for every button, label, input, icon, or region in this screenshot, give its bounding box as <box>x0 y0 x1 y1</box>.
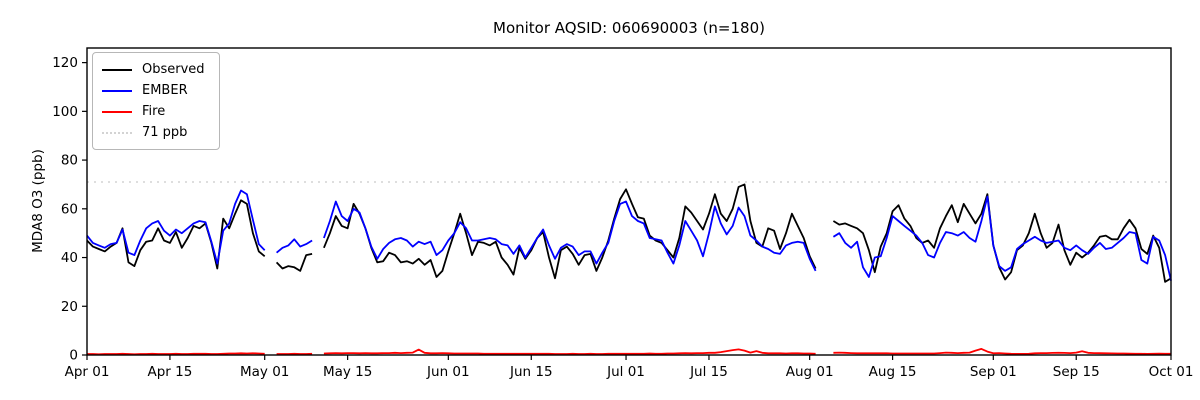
x-tick-label: Sep 15 <box>1053 364 1100 380</box>
legend: Observed EMBER Fire 71 ppb <box>92 52 220 150</box>
x-tick-label: May 15 <box>323 364 372 380</box>
x-tick-label: Aug 15 <box>869 364 917 380</box>
y-tick-label: 100 <box>52 104 78 120</box>
y-tick-label: 60 <box>61 201 78 217</box>
y-tick-label: 40 <box>61 250 78 266</box>
observed-line <box>832 193 1172 283</box>
x-tick-label: Aug 01 <box>786 364 834 380</box>
legend-row-fire: Fire <box>102 101 205 122</box>
x-tick-label: Oct 01 <box>1149 364 1194 380</box>
fire-line <box>833 347 1171 355</box>
legend-row-ember: EMBER <box>102 80 205 101</box>
y-tick-label: 80 <box>61 153 78 169</box>
x-tick-label: Jul 15 <box>689 364 728 380</box>
y-tick-label: 0 <box>69 348 78 364</box>
x-tick-label: Jul 01 <box>606 364 645 380</box>
y-tick-label: 20 <box>61 299 78 315</box>
ember-line <box>86 189 266 265</box>
observed-line <box>275 253 313 272</box>
observed-line <box>323 183 817 280</box>
ember-line <box>323 200 817 272</box>
legend-row-observed: Observed <box>102 59 205 80</box>
legend-label-ember: EMBER <box>142 83 188 98</box>
fire-line <box>87 352 265 356</box>
legend-label-threshold: 71 ppb <box>142 125 188 140</box>
ember-line <box>832 195 1172 281</box>
x-tick-label: Jun 15 <box>509 364 553 380</box>
ember-line-sample <box>102 89 132 92</box>
x-tick-label: Apr 01 <box>65 364 110 380</box>
x-tick-label: May 01 <box>240 364 289 380</box>
ember-line <box>276 238 313 254</box>
fire-line-sample <box>102 110 132 113</box>
x-tick-label: Sep 01 <box>970 364 1017 380</box>
x-tick-label: Jun 01 <box>426 364 470 380</box>
plot-frame <box>86 47 1172 356</box>
x-tick-label: Apr 15 <box>148 364 193 380</box>
chart-title: Monitor AQSID: 060690003 (n=180) <box>493 19 765 37</box>
legend-row-threshold: 71 ppb <box>102 122 205 143</box>
observed-line-sample <box>102 68 132 71</box>
legend-label-fire: Fire <box>142 104 166 119</box>
fire-line <box>323 348 816 355</box>
observed-line <box>86 199 266 270</box>
y-tick-label: 120 <box>52 55 78 71</box>
legend-label-observed: Observed <box>142 62 205 77</box>
threshold-line-sample <box>102 131 132 134</box>
